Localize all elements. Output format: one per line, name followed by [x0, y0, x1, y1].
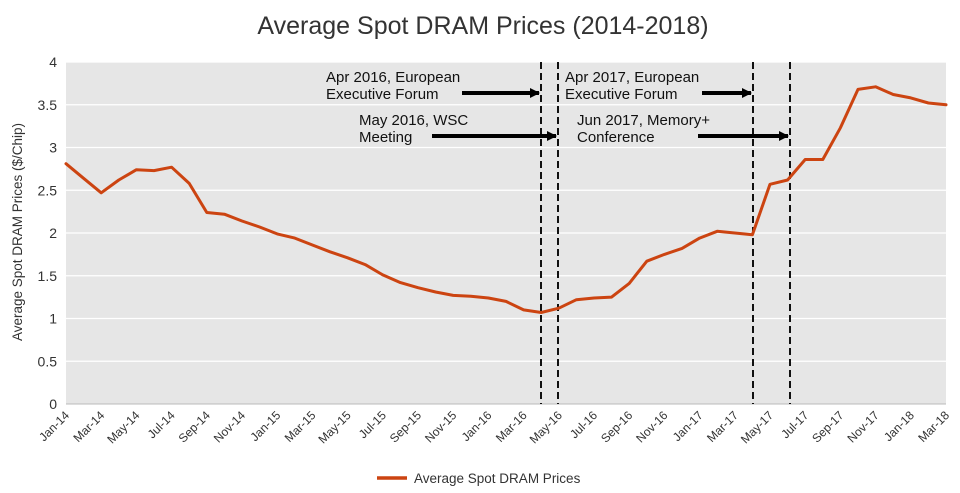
event-annotation-line: Conference — [577, 129, 655, 146]
x-tick-label: May-17 — [738, 408, 776, 446]
y-axis-ticks: 0 0.5 1 1.5 2 2.5 3 3.5 4 — [38, 54, 58, 412]
y-tick-label: 0 — [49, 396, 57, 412]
y-tick-label: 0.5 — [38, 353, 58, 369]
x-tick-label: Jan-14 — [36, 408, 72, 444]
y-tick-label: 2 — [49, 225, 57, 241]
x-tick-label: Jul-15 — [356, 408, 389, 441]
y-axis-label: Average Spot DRAM Prices ($/Chip) — [10, 123, 25, 341]
x-tick-label: Mar-16 — [493, 408, 530, 445]
y-tick-label: 1.5 — [38, 268, 58, 284]
x-tick-label: May-14 — [104, 408, 142, 446]
series-layer — [64, 85, 948, 314]
x-tick-label: May-16 — [527, 408, 565, 446]
x-tick-label: Jul-14 — [145, 408, 178, 441]
gridlines — [66, 61, 946, 405]
event-annotation-text: Apr 2017, European Executive Forum — [565, 69, 699, 103]
x-tick-label: Jul-16 — [567, 408, 600, 441]
y-tick-label: 3 — [49, 140, 57, 156]
x-tick-label: Mar-17 — [704, 408, 741, 445]
x-tick-label: Mar-18 — [915, 408, 952, 445]
x-tick-label: Mar-14 — [71, 408, 108, 445]
event-annotation-line: May 2016, WSC — [359, 112, 468, 129]
event-annotation-line: Executive Forum — [565, 86, 678, 103]
x-tick-label: Jan-17 — [670, 408, 706, 444]
x-tick-label: Jan-18 — [881, 408, 917, 444]
event-annotation-text: Jun 2017, Memory+ Conference — [577, 112, 710, 146]
x-tick-label: May-15 — [316, 408, 354, 446]
event-annotation-line: Executive Forum — [326, 86, 439, 103]
y-tick-label: 1 — [49, 311, 57, 327]
x-tick-label: Jan-16 — [459, 408, 495, 444]
event-annotation-text: Apr 2016, European Executive Forum — [326, 69, 460, 103]
event-annotation-line: Apr 2017, European — [565, 69, 699, 86]
x-tick-label: Mar-15 — [282, 408, 319, 445]
x-tick-label: Sep-16 — [598, 408, 635, 445]
x-tick-label: Nov-15 — [422, 408, 459, 445]
event-annotation-text: May 2016, WSC Meeting — [359, 112, 468, 146]
x-tick-label: Sep-17 — [809, 408, 846, 445]
event-annotation-line: Apr 2016, European — [326, 69, 460, 86]
x-tick-label: Sep-15 — [387, 408, 424, 445]
y-tick-label: 3.5 — [38, 97, 58, 113]
x-tick-label: Sep-14 — [176, 408, 213, 445]
x-tick-label: Nov-14 — [211, 408, 248, 445]
x-tick-label: Nov-17 — [844, 408, 881, 445]
legend: Average Spot DRAM Prices — [377, 471, 581, 486]
chart-title: Average Spot DRAM Prices (2014-2018) — [257, 12, 708, 40]
x-tick-label: Jul-17 — [778, 408, 811, 441]
event-annotation-line: Meeting — [359, 129, 412, 146]
x-tick-label: Jan-15 — [247, 408, 283, 444]
x-tick-label: Nov-16 — [633, 408, 670, 445]
y-tick-label: 2.5 — [38, 182, 58, 198]
event-annotation-line: Jun 2017, Memory+ — [577, 112, 710, 129]
legend-label: Average Spot DRAM Prices — [414, 471, 581, 486]
y-tick-label: 4 — [49, 54, 57, 70]
